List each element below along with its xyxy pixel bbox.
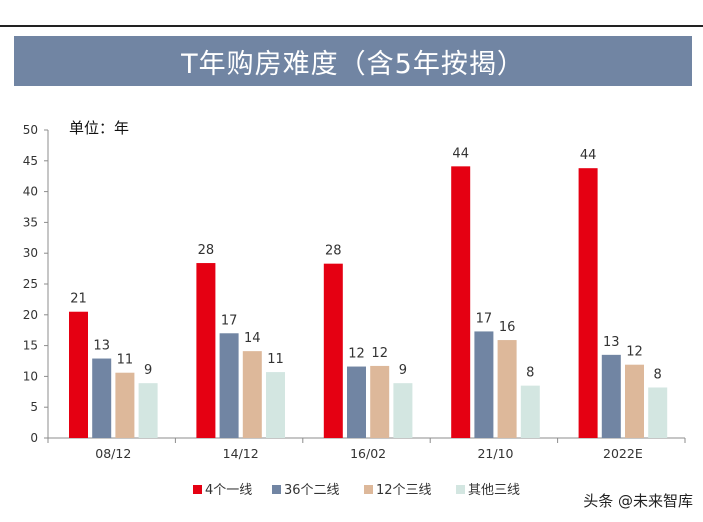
bar (323, 263, 343, 438)
bar (219, 333, 239, 438)
legend-label: 36个二线 (284, 483, 340, 498)
x-tick-label: 08/12 (95, 446, 131, 461)
y-tick-label: 15 (23, 339, 38, 353)
data-label: 13 (93, 339, 110, 354)
y-tick-label: 5 (30, 400, 38, 414)
unit-label: 单位：年 (69, 119, 130, 137)
watermark: 头条 @未来智库 (583, 490, 693, 511)
legend-swatch (364, 485, 373, 494)
bar (370, 365, 390, 438)
data-label: 28 (198, 243, 215, 258)
data-label: 12 (371, 346, 388, 361)
data-label: 12 (626, 345, 643, 360)
watermark-text: 头条 @未来智库 (583, 492, 693, 510)
y-tick-label: 45 (23, 154, 38, 168)
bar (393, 383, 413, 438)
y-tick-label: 10 (23, 369, 38, 383)
bar (474, 331, 494, 438)
x-tick-label: 14/12 (223, 446, 259, 461)
bar (648, 387, 668, 438)
y-tick-label: 20 (23, 308, 38, 322)
x-tick-label: 16/02 (350, 446, 386, 461)
data-label: 13 (603, 335, 620, 350)
bar (196, 263, 216, 438)
y-tick-label: 50 (23, 123, 38, 137)
data-label: 17 (476, 311, 493, 326)
y-tick-label: 35 (23, 215, 38, 229)
data-label: 9 (399, 363, 407, 378)
bar (497, 340, 517, 438)
y-tick-label: 30 (23, 246, 38, 260)
bar (92, 358, 112, 438)
legend-swatch (456, 485, 465, 494)
bar (451, 166, 471, 438)
bar (138, 383, 158, 438)
legend-label: 4个一线 (205, 483, 252, 498)
top-rule (0, 25, 703, 27)
y-tick-label: 0 (30, 431, 38, 445)
data-label: 44 (580, 148, 597, 163)
bar (69, 311, 88, 438)
chart-title: T年购房难度（含5年按揭） (181, 48, 525, 80)
bar (601, 354, 621, 438)
bar (625, 364, 644, 438)
data-label: 16 (499, 320, 516, 335)
data-label: 12 (348, 347, 365, 362)
x-tick-label: 21/10 (477, 446, 513, 461)
data-label: 9 (144, 363, 152, 378)
y-tick-label: 40 (23, 185, 38, 199)
data-label: 11 (117, 353, 134, 368)
data-label: 8 (654, 367, 662, 382)
bar (266, 372, 285, 438)
y-tick-label: 25 (23, 277, 38, 291)
data-label: 11 (267, 352, 284, 367)
bar (115, 372, 135, 438)
data-label: 28 (325, 244, 342, 259)
legend-swatch (193, 485, 202, 494)
chart-title-banner: T年购房难度（含5年按揭） (14, 36, 692, 86)
data-label: 17 (221, 313, 238, 328)
bar (520, 385, 540, 438)
legend-label: 12个三线 (376, 483, 432, 498)
data-label: 44 (452, 146, 469, 161)
x-tick-label: 2022E (603, 446, 643, 461)
bar (347, 366, 366, 438)
bar (578, 168, 598, 438)
data-label: 21 (70, 292, 87, 307)
legend-label: 其他三线 (468, 483, 520, 498)
legend-swatch (272, 485, 281, 494)
data-label: 14 (244, 331, 261, 346)
data-label: 8 (526, 366, 534, 381)
bar (242, 351, 262, 438)
